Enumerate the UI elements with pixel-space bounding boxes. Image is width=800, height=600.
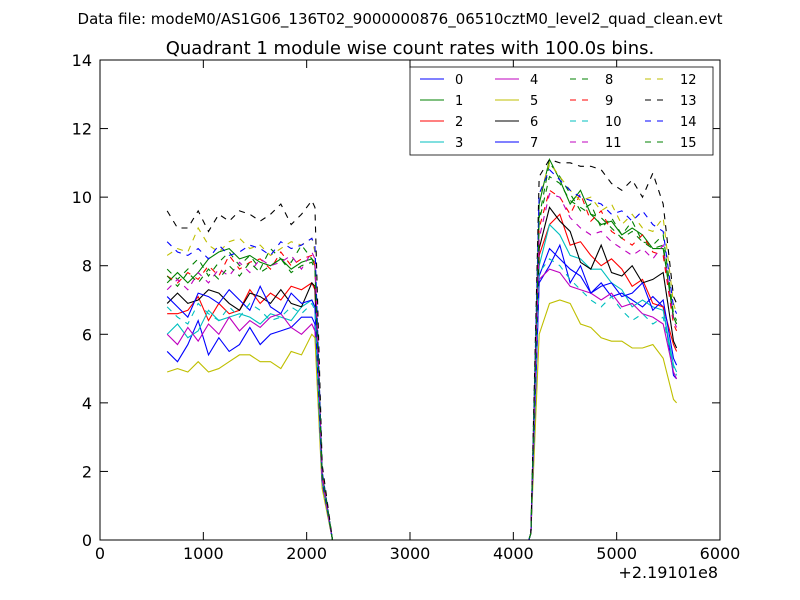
x-tick-label: 6000 [700,544,741,563]
x-tick-label: 2000 [286,544,327,563]
y-tick-label: 2 [82,462,92,481]
y-tick-label: 6 [82,325,92,344]
chart-title: Quadrant 1 module wise count rates with … [166,38,655,59]
x-tick-label: 4000 [493,544,534,563]
legend-label-4: 4 [530,73,538,88]
legend-label-7: 7 [530,136,538,151]
x-tick-label: 0 [95,544,105,563]
y-tick-label: 10 [72,188,92,207]
legend-label-1: 1 [455,94,463,109]
legend-label-15: 15 [680,136,697,151]
series-line-9 [166,189,678,541]
legend-label-5: 5 [530,94,538,109]
legend-label-0: 0 [455,73,463,88]
legend-label-3: 3 [455,136,463,151]
y-tick-label: 4 [82,394,92,413]
legend-label-11: 11 [605,136,622,151]
x-offset-label: +2.19101e8 [618,563,718,582]
x-tick-label: 3000 [390,544,431,563]
y-tick-label: 14 [72,51,92,70]
legend-label-6: 6 [530,115,538,130]
series-line-12 [166,161,678,541]
legend-label-2: 2 [455,115,463,130]
suptitle: Data file: modeM0/AS1G06_136T02_90000008… [78,10,723,29]
legend-label-10: 10 [605,115,622,130]
legend-label-8: 8 [605,73,613,88]
x-tick-label: 5000 [596,544,637,563]
legend-label-14: 14 [680,115,697,130]
legend-label-12: 12 [680,73,697,88]
y-tick-label: 0 [82,531,92,550]
legend-label-13: 13 [680,94,697,109]
legend-label-9: 9 [605,94,613,109]
x-tick-label: 1000 [183,544,224,563]
y-tick-label: 8 [82,257,92,276]
y-tick-label: 12 [72,120,92,139]
legend-box [409,66,714,156]
